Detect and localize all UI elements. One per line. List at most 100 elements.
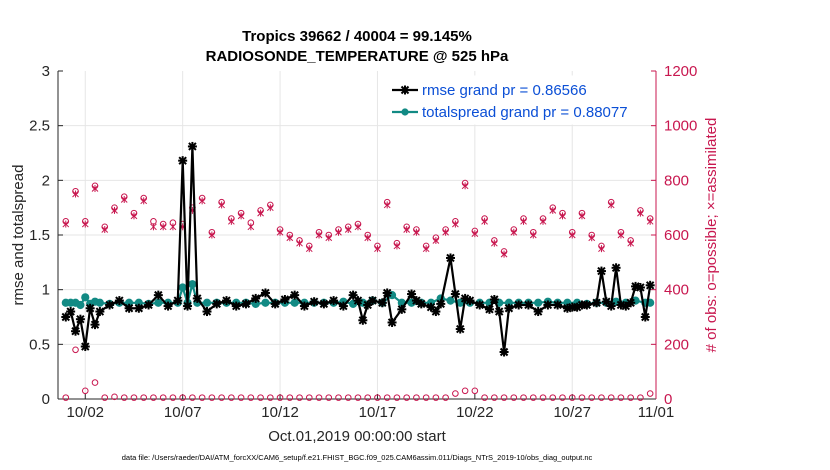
rmse-point <box>290 290 300 300</box>
rmse-point <box>640 312 650 322</box>
rmse-point <box>202 307 212 317</box>
rmse-point <box>645 280 655 290</box>
obs-possible-point <box>315 394 323 401</box>
y-tick-label: 2.5 <box>29 118 50 135</box>
y-tick-label: 0 <box>42 391 50 408</box>
rmse-point <box>358 315 368 325</box>
rmse-point <box>66 307 76 317</box>
y-tick-label-right: 600 <box>664 227 689 244</box>
obs-assimilated-point <box>637 209 644 217</box>
obs-possible-point <box>72 346 79 354</box>
obs-possible-point <box>422 394 430 401</box>
rmse-point <box>382 288 392 298</box>
y-tick-label-right: 400 <box>664 282 689 299</box>
obs-possible-point <box>257 394 264 401</box>
obs-possible-point <box>529 394 537 401</box>
y-tick-label: 2 <box>42 172 50 189</box>
obs-possible-point <box>198 394 206 401</box>
obs-possible-point <box>568 394 576 401</box>
x-tick-label: 10/12 <box>261 404 299 421</box>
legend: rmse grand pr = 0.86566 totalspread gran… <box>387 75 651 125</box>
obs-possible-point <box>403 394 410 401</box>
obs-assimilated-point <box>413 228 420 236</box>
obs-possible-point <box>296 394 303 401</box>
obs-possible-point <box>62 394 70 401</box>
rmse-point <box>445 253 455 263</box>
obs-assimilated-point <box>403 226 411 234</box>
obs-possible-point <box>578 394 586 401</box>
obs-possible-point <box>169 394 177 401</box>
obs-possible-point <box>481 394 488 401</box>
chart-title: Tropics 39662 / 40004 = 99.145% <box>242 28 472 45</box>
footer-data-file: data file: /Users/raeder/DAI/ATM_forcXX/… <box>122 453 593 462</box>
obs-assimilated-point <box>490 239 498 247</box>
obs-possible-point <box>276 394 284 401</box>
rmse-point <box>163 301 173 311</box>
obs-possible-point <box>335 394 342 401</box>
plot-marks <box>61 141 655 401</box>
obs-possible-point <box>491 394 498 401</box>
rmse-point <box>270 299 280 309</box>
obs-assimilated-point <box>335 228 342 236</box>
obs-assimilated-point <box>276 228 284 236</box>
rmse-point <box>241 299 251 309</box>
totalspread-point <box>349 299 358 308</box>
obs-assimilated-point <box>627 239 635 247</box>
obs-possible-point <box>646 390 654 397</box>
legend-label-rmse: rmse grand pr = 0.86566 <box>422 82 587 99</box>
rmse-point <box>553 300 563 310</box>
y-axis-label-right: # of obs: o=possible; ×=assimilated <box>703 118 720 353</box>
x-tick-label: 11/01 <box>638 404 674 421</box>
obs-assimilated-point <box>520 217 527 225</box>
obs-assimilated-point <box>101 226 109 234</box>
y-tick-label-right: 0 <box>664 391 672 408</box>
rmse-point <box>231 301 241 311</box>
obs-assimilated-point <box>422 245 430 253</box>
obs-assimilated-point <box>296 239 303 247</box>
rmse-point <box>80 342 90 352</box>
rmse-point <box>90 320 100 330</box>
rmse-point <box>484 304 494 314</box>
rmse-point <box>221 296 231 306</box>
obs-possible-point <box>413 394 420 401</box>
rmse-point <box>436 299 446 309</box>
obs-assimilated-point <box>500 250 508 258</box>
rmse-point <box>173 296 183 306</box>
obs-assimilated-point <box>452 220 459 228</box>
totalspread-point <box>261 298 270 307</box>
obs-possible-point <box>111 393 118 401</box>
obs-possible-point <box>539 394 547 401</box>
obs-assimilated-point <box>91 185 99 193</box>
legend-box <box>387 75 651 125</box>
obs-assimilated-point <box>130 212 138 220</box>
obs-possible-point <box>218 394 225 401</box>
obs-possible-point <box>364 394 372 401</box>
y-tick-label: 1 <box>42 282 50 299</box>
rmse-point <box>499 347 509 357</box>
obs-assimilated-point <box>120 195 128 203</box>
rmse-point <box>187 141 197 151</box>
rmse-point <box>183 301 193 311</box>
y-tick-label-right: 1200 <box>664 63 697 80</box>
rmse-point <box>71 326 81 336</box>
rmse-point <box>124 303 134 313</box>
obs-assimilated-point <box>461 182 469 190</box>
obs-assimilated-point <box>111 206 118 214</box>
obs-assimilated-point <box>315 231 323 239</box>
rmse-point <box>85 303 95 313</box>
obs-assimilated-point <box>344 226 352 234</box>
x-axis-label: Oct.01,2019 00:00:00 start <box>268 428 446 445</box>
obs-possible-point <box>500 394 508 401</box>
obs-possible-point <box>588 394 596 401</box>
obs-possible-point <box>159 394 167 401</box>
rmse-point <box>523 300 533 310</box>
obs-assimilated-point <box>383 201 391 209</box>
legend-marker-totalspread <box>401 108 409 116</box>
y-tick-label-right: 1000 <box>664 118 697 135</box>
obs-possible-point <box>549 394 557 401</box>
obs-assimilated-point <box>140 197 148 205</box>
obs-assimilated-point <box>266 204 274 212</box>
obs-assimilated-point <box>159 223 167 231</box>
totalspread-point <box>81 293 90 302</box>
totalspread-point <box>154 298 163 307</box>
